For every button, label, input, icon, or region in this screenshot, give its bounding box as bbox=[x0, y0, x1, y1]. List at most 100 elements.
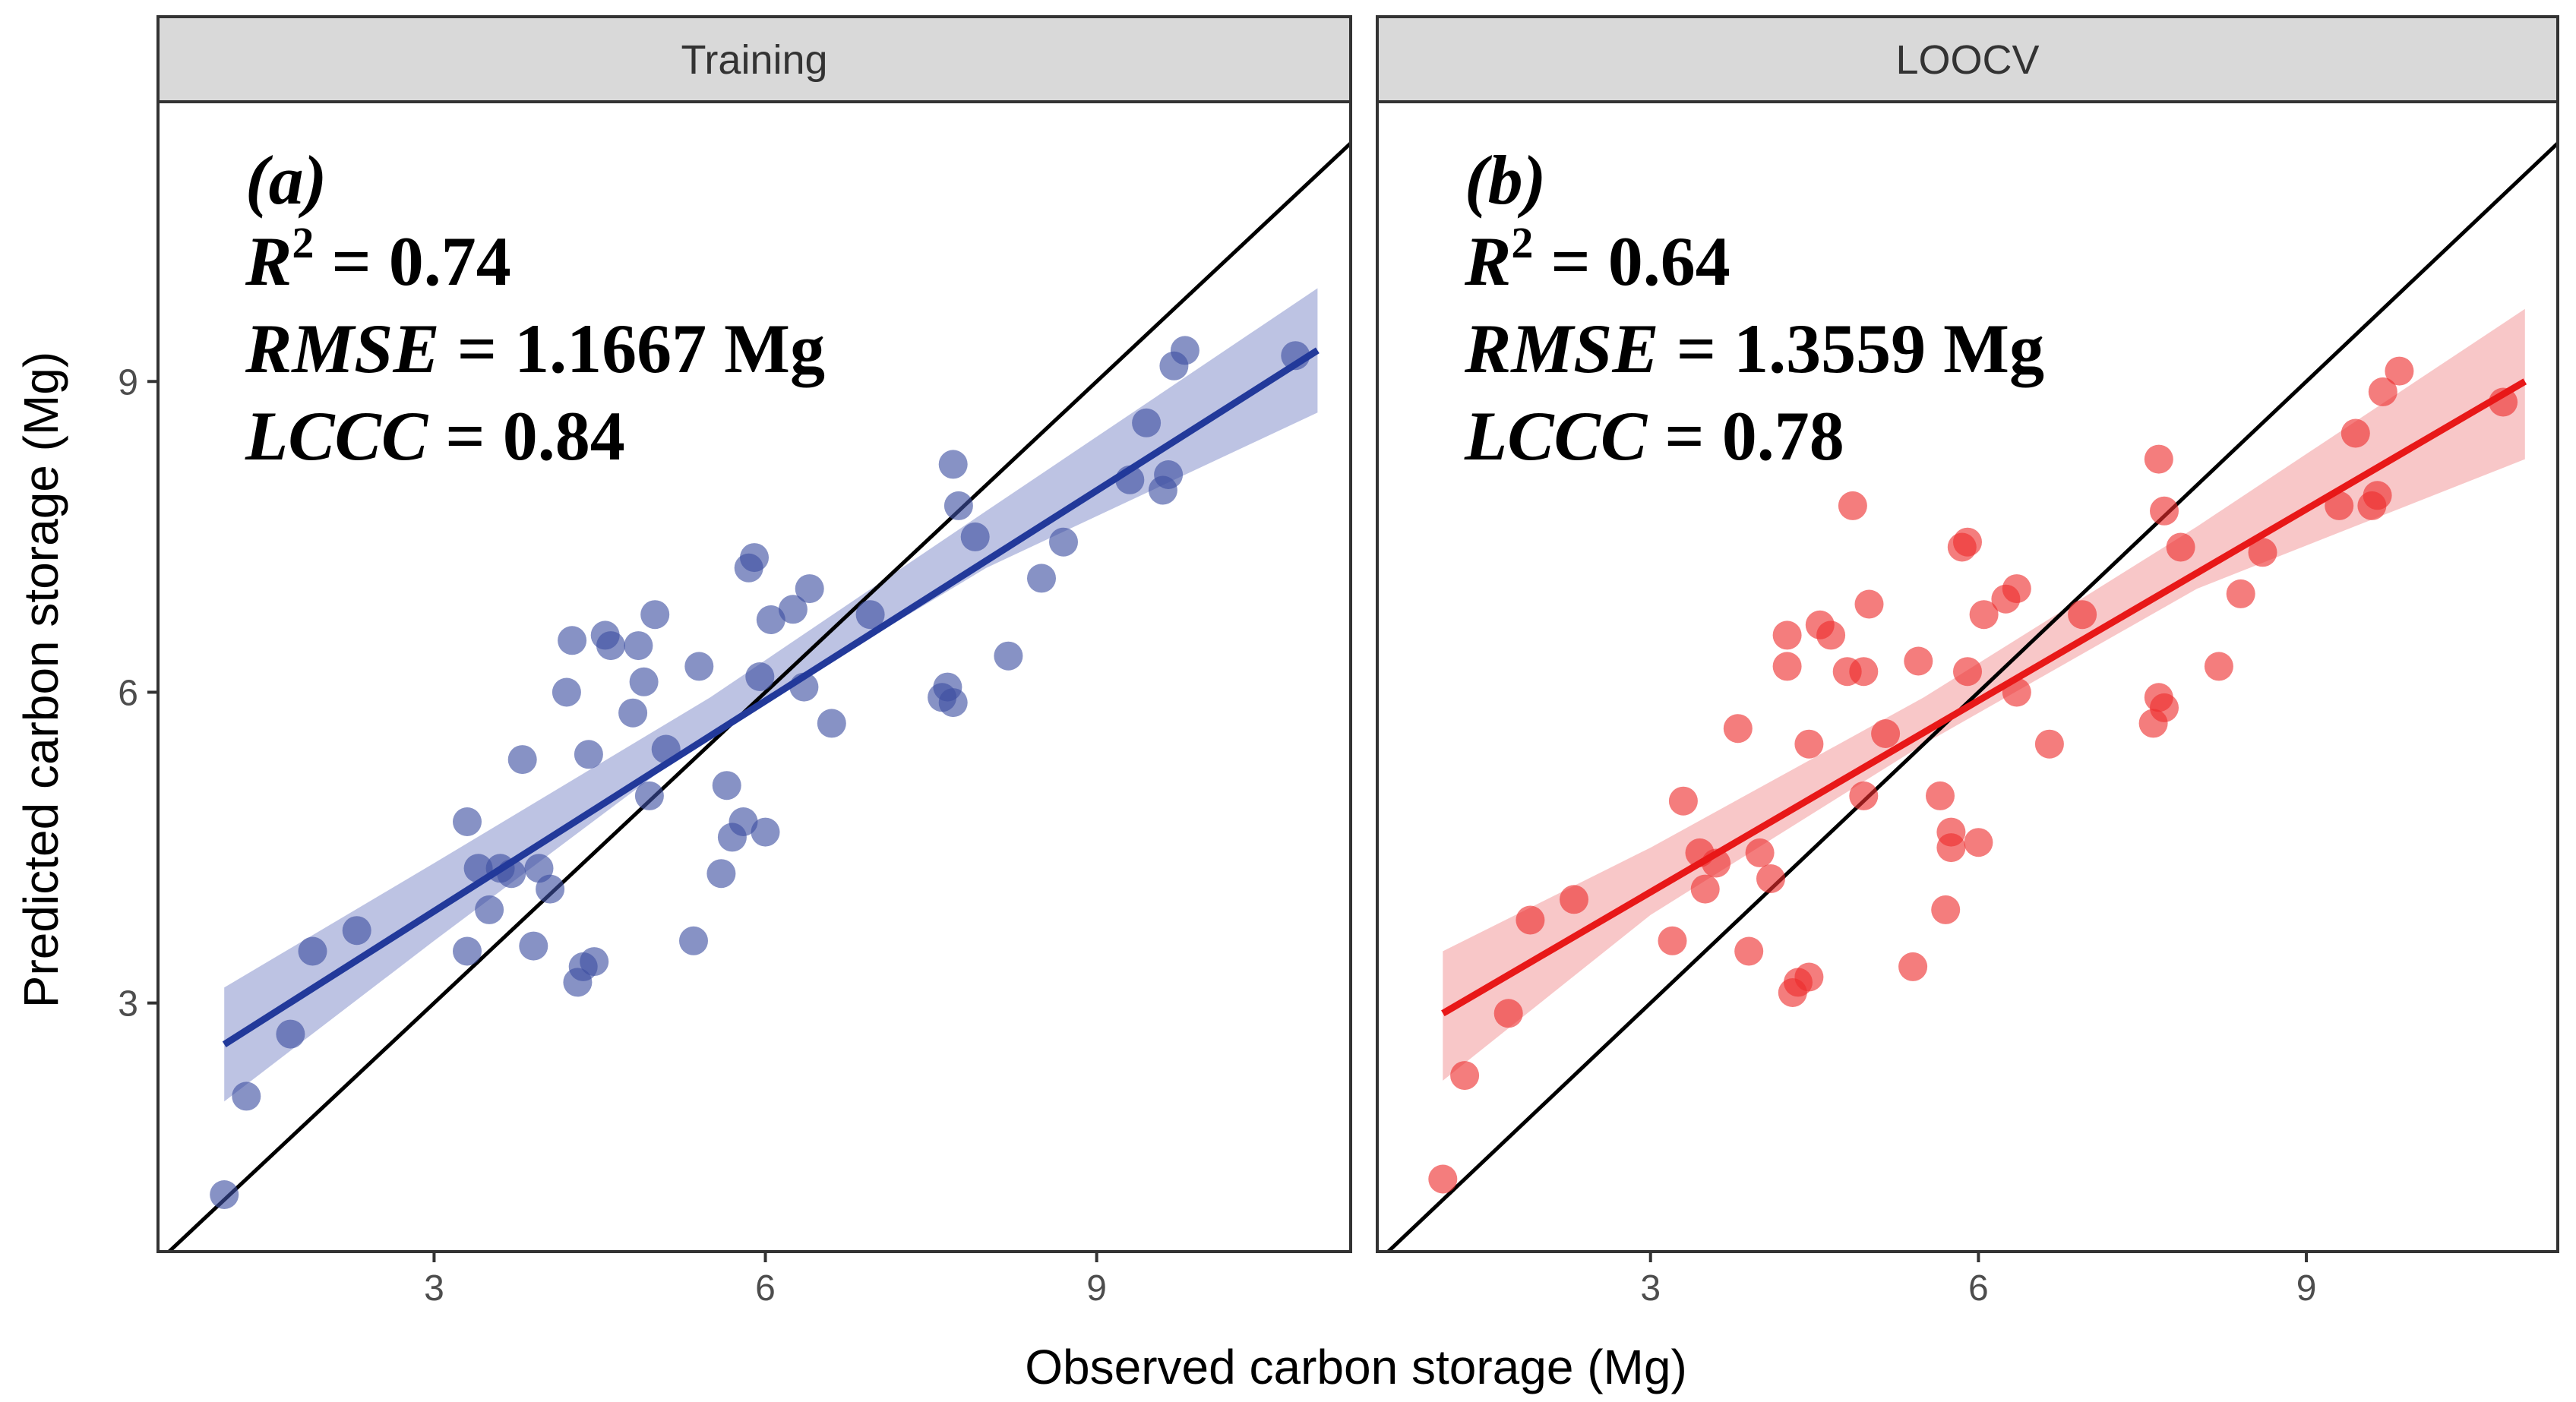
data-point bbox=[1049, 527, 1078, 557]
data-point bbox=[712, 771, 741, 800]
data-point bbox=[1668, 786, 1698, 816]
lccc-text: LCCC = 0.84 bbox=[245, 397, 625, 475]
data-point bbox=[1849, 657, 1879, 687]
x-tick-label: 3 bbox=[1640, 1268, 1661, 1309]
data-point bbox=[629, 667, 659, 696]
data-point bbox=[1772, 652, 1802, 681]
data-point bbox=[475, 895, 504, 924]
data-point bbox=[1816, 620, 1846, 650]
rmse-text: RMSE = 1.1667 Mg bbox=[245, 310, 825, 387]
data-point bbox=[1936, 817, 1966, 847]
y-tick-label: 9 bbox=[118, 362, 138, 403]
data-point bbox=[1756, 864, 1785, 893]
data-point bbox=[1926, 781, 1955, 810]
data-point bbox=[1516, 905, 1545, 935]
data-point bbox=[745, 662, 775, 691]
data-point bbox=[1849, 781, 1879, 810]
data-point bbox=[2325, 491, 2354, 520]
data-point bbox=[2204, 652, 2233, 681]
data-point bbox=[2385, 356, 2414, 386]
y-tick-label: 3 bbox=[118, 984, 138, 1025]
data-point bbox=[994, 641, 1023, 671]
data-point bbox=[1953, 657, 1982, 687]
data-point bbox=[1170, 336, 1199, 365]
x-tick-label: 9 bbox=[1086, 1268, 1107, 1309]
data-point bbox=[2002, 574, 2031, 604]
data-point bbox=[558, 626, 587, 655]
data-point bbox=[640, 600, 670, 630]
data-point bbox=[1734, 936, 1764, 966]
data-point bbox=[2150, 496, 2179, 526]
data-point bbox=[1794, 729, 1824, 759]
panel-training: Training 3 6 9 3 6 9 (a)R2 = 0.74 RMSE = 1.1667 … bbox=[118, 15, 1352, 1309]
rmse-text: RMSE = 1.3559 Mg bbox=[1464, 310, 2044, 387]
data-point bbox=[1450, 1061, 1480, 1091]
y-tick-label: 6 bbox=[118, 673, 138, 713]
data-point bbox=[2363, 481, 2392, 510]
data-point bbox=[684, 652, 714, 681]
data-point bbox=[1027, 564, 1056, 593]
data-point bbox=[2368, 377, 2397, 406]
data-point bbox=[1154, 460, 1184, 489]
x-axis-title: Observed carbon storage (Mg) bbox=[1025, 1340, 1687, 1394]
data-point bbox=[943, 491, 973, 520]
data-point bbox=[679, 926, 708, 955]
x-tick-label: 6 bbox=[755, 1268, 776, 1309]
data-point bbox=[580, 947, 609, 977]
data-point bbox=[1904, 646, 1933, 676]
regression-line bbox=[222, 347, 1320, 1048]
data-point bbox=[519, 931, 548, 961]
data-point bbox=[1838, 491, 1867, 520]
data-point bbox=[2226, 579, 2255, 608]
data-point bbox=[1690, 874, 1720, 904]
data-point bbox=[751, 817, 780, 847]
data-point bbox=[938, 688, 968, 718]
data-point bbox=[1931, 895, 1961, 924]
data-point bbox=[706, 859, 736, 889]
one-to-one-line bbox=[1385, 141, 2558, 1252]
panel-border bbox=[156, 100, 1352, 1253]
x-tick-label: 6 bbox=[1968, 1268, 1989, 1309]
data-point bbox=[1658, 926, 1687, 955]
data-point bbox=[536, 874, 565, 904]
data-point bbox=[1969, 600, 1999, 630]
data-point bbox=[507, 745, 537, 775]
data-point bbox=[1428, 1164, 1458, 1194]
panel-loocv: LOOCV 3 6 9 (b)R2 = 0.64 RMSE = 1.3559 Mg LCCC… bbox=[1376, 15, 2559, 1309]
data-point bbox=[2248, 538, 2277, 567]
data-point bbox=[2166, 532, 2195, 562]
data-point bbox=[574, 740, 603, 769]
data-point bbox=[2341, 418, 2370, 448]
data-point bbox=[2034, 729, 2064, 759]
one-to-one-line bbox=[166, 141, 1351, 1252]
plot-area bbox=[166, 141, 1351, 1252]
panel-label: (a) bbox=[245, 141, 327, 219]
strip-background bbox=[156, 15, 1352, 103]
data-point bbox=[624, 631, 653, 661]
data-point bbox=[298, 936, 327, 966]
data-point bbox=[1723, 714, 1753, 744]
x-tick-label: 3 bbox=[424, 1268, 444, 1309]
data-point bbox=[1493, 999, 1523, 1028]
data-point bbox=[1794, 962, 1824, 992]
strip-background bbox=[1376, 15, 2559, 103]
r-squared-text: R2 = 0.64 bbox=[1464, 218, 1731, 300]
data-point bbox=[596, 631, 625, 661]
data-point bbox=[276, 1019, 305, 1049]
data-point bbox=[817, 709, 846, 738]
x-tick-label: 9 bbox=[2296, 1268, 2317, 1309]
data-point bbox=[453, 936, 482, 966]
data-point bbox=[740, 543, 769, 573]
data-point bbox=[1132, 408, 1162, 437]
data-point bbox=[778, 595, 808, 624]
data-point bbox=[1745, 838, 1775, 867]
data-point bbox=[795, 574, 824, 604]
data-point bbox=[1953, 527, 1982, 557]
data-point bbox=[938, 450, 968, 479]
data-point bbox=[2144, 444, 2173, 474]
data-point bbox=[756, 605, 785, 634]
data-point bbox=[232, 1081, 261, 1111]
data-point bbox=[1560, 885, 1588, 914]
regression-line bbox=[1441, 378, 2527, 1017]
